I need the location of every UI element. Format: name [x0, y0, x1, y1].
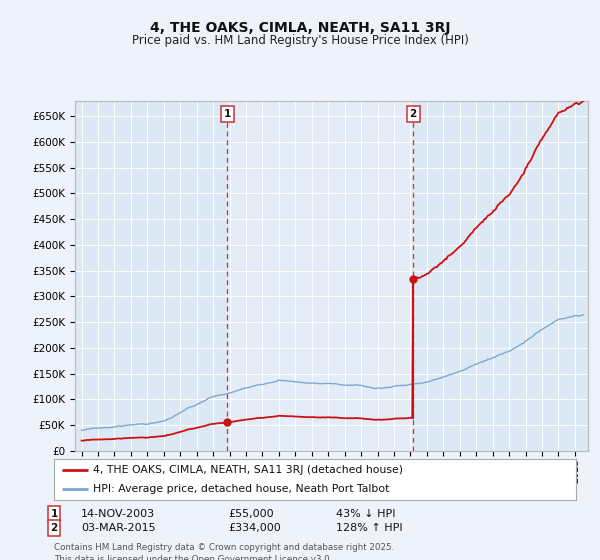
Text: 14-NOV-2003: 14-NOV-2003 [81, 508, 155, 519]
Text: 128% ↑ HPI: 128% ↑ HPI [336, 523, 403, 533]
Text: Contains HM Land Registry data © Crown copyright and database right 2025.
This d: Contains HM Land Registry data © Crown c… [54, 543, 394, 560]
Text: 43% ↓ HPI: 43% ↓ HPI [336, 508, 395, 519]
Text: £55,000: £55,000 [228, 508, 274, 519]
Text: 4, THE OAKS, CIMLA, NEATH, SA11 3RJ (detached house): 4, THE OAKS, CIMLA, NEATH, SA11 3RJ (det… [93, 465, 403, 475]
Text: 1: 1 [224, 109, 231, 119]
Text: 1: 1 [50, 508, 58, 519]
Text: £334,000: £334,000 [228, 523, 281, 533]
Text: 2: 2 [50, 523, 58, 533]
Text: 03-MAR-2015: 03-MAR-2015 [81, 523, 155, 533]
Text: 2: 2 [410, 109, 417, 119]
Text: 4, THE OAKS, CIMLA, NEATH, SA11 3RJ: 4, THE OAKS, CIMLA, NEATH, SA11 3RJ [150, 21, 450, 35]
Text: HPI: Average price, detached house, Neath Port Talbot: HPI: Average price, detached house, Neat… [93, 484, 389, 494]
Bar [227, 101, 413, 451]
Text: Price paid vs. HM Land Registry's House Price Index (HPI): Price paid vs. HM Land Registry's House … [131, 34, 469, 46]
